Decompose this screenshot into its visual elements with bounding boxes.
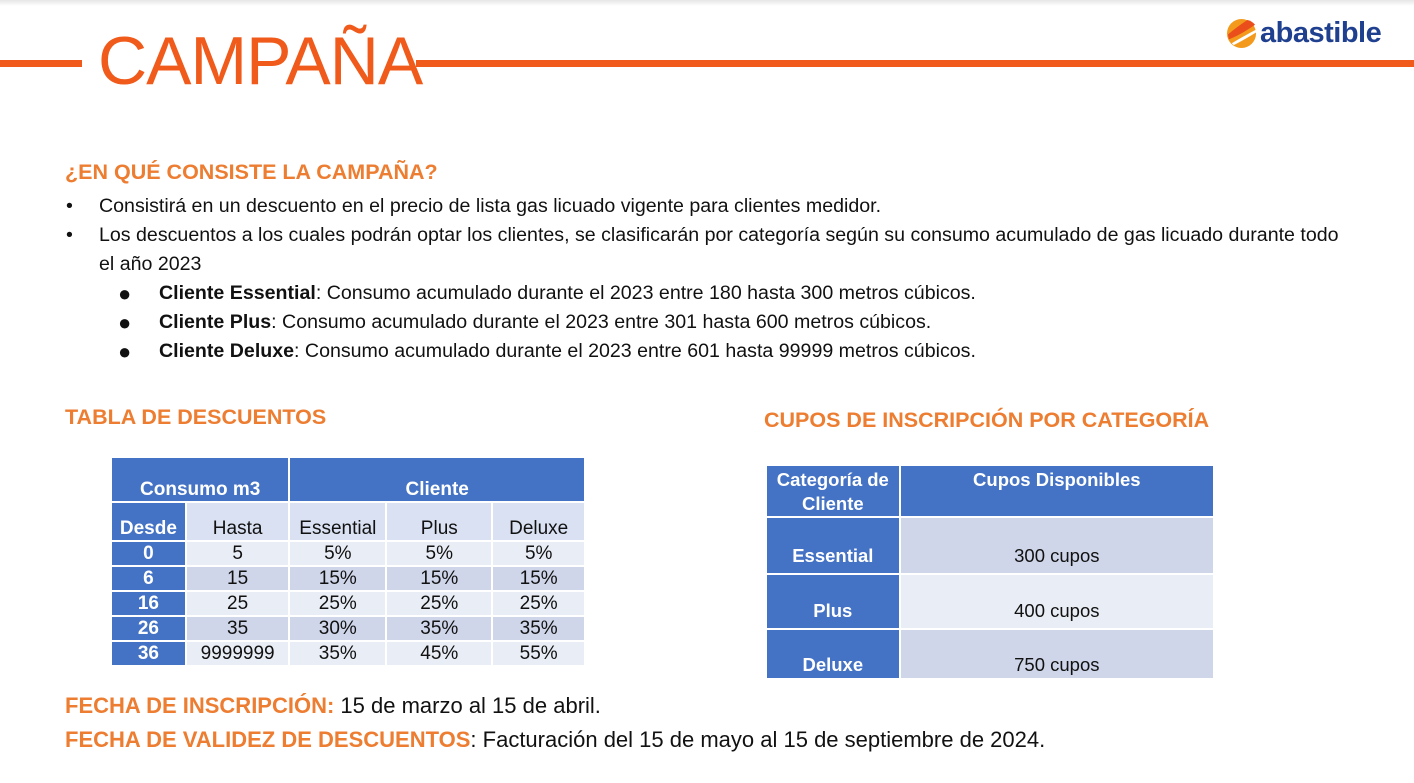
table-row: 36 9999999 35% 45% 55% [110, 640, 586, 667]
list-item: • Consistirá en un descuento en el preci… [62, 192, 1352, 221]
group-header-cliente: Cliente [288, 456, 586, 503]
validity-date-value: : Facturación del 15 de mayo al 15 de se… [470, 727, 1046, 752]
page-title: CAMPAÑA [98, 23, 423, 99]
inscription-date: FECHA DE INSCRIPCIÓN: 15 de marzo al 15 … [65, 693, 601, 719]
bullet-icon: ● [118, 339, 132, 364]
group-header-consumo: Consumo m3 [109, 456, 291, 503]
table-row: 26 35 30% 35% 35% [110, 615, 586, 642]
intro-heading: ¿EN QUÉ CONSISTE LA CAMPAÑA? [65, 160, 438, 184]
bullet-icon: • [66, 195, 73, 217]
brand-logo: abastible [1226, 16, 1382, 50]
col-header-plus: Plus [385, 501, 494, 542]
list-item-essential: ● Cliente Essential: Consumo acumulado d… [118, 281, 976, 306]
intro-list: • Consistirá en un descuento en el preci… [62, 192, 1352, 366]
bullet-icon: • [66, 224, 73, 246]
cupos-table-heading: CUPOS DE INSCRIPCIÓN POR CATEGORÍA [764, 408, 1210, 432]
list-item-plus: ● Cliente Plus: Consumo acumulado durant… [118, 310, 932, 335]
list-item: • Los descuentos a los cuales podrán opt… [62, 221, 1352, 279]
table-row: Deluxe 750 cupos [765, 628, 1216, 680]
col-header-cupos: Cupos Disponibles [898, 464, 1216, 518]
discount-table: Consumo m3 Cliente Desde Hasta Essential… [109, 456, 586, 667]
bullet-icon: ● [118, 310, 132, 335]
flame-logo-icon [1226, 18, 1257, 48]
title-rule-left [0, 60, 82, 67]
inscription-date-value: 15 de marzo al 15 de abril. [334, 693, 601, 718]
title-rule-right [416, 60, 1414, 67]
table-row: 6 15 15% 15% 15% [110, 565, 586, 592]
validity-date: FECHA DE VALIDEZ DE DESCUENTOS: Facturac… [65, 727, 1045, 753]
col-header-categoria: Categoría de Cliente [765, 464, 901, 518]
cupos-table: Categoría de Cliente Cupos Disponibles E… [765, 464, 1216, 680]
table-row: 16 25 25% 25% 25% [110, 590, 586, 617]
inscription-date-label: FECHA DE INSCRIPCIÓN: [65, 693, 335, 718]
discount-table-heading: TABLA DE DESCUENTOS [65, 405, 327, 429]
list-item-deluxe: ● Cliente Deluxe: Consumo acumulado dura… [118, 339, 976, 364]
col-header-essential: Essential [288, 501, 388, 542]
bullet-icon: ● [118, 281, 132, 306]
col-header-hasta: Hasta [184, 501, 291, 542]
table-row: Essential 300 cupos [765, 516, 1216, 575]
col-header-deluxe: Deluxe [491, 501, 586, 542]
top-shadow-bar [0, 0, 1414, 6]
logo-text: abastible [1260, 17, 1382, 49]
validity-date-label: FECHA DE VALIDEZ DE DESCUENTOS [65, 727, 471, 752]
table-row: 0 5 5% 5% 5% [110, 540, 586, 567]
col-header-desde: Desde [110, 501, 187, 542]
table-row: Plus 400 cupos [765, 573, 1216, 630]
